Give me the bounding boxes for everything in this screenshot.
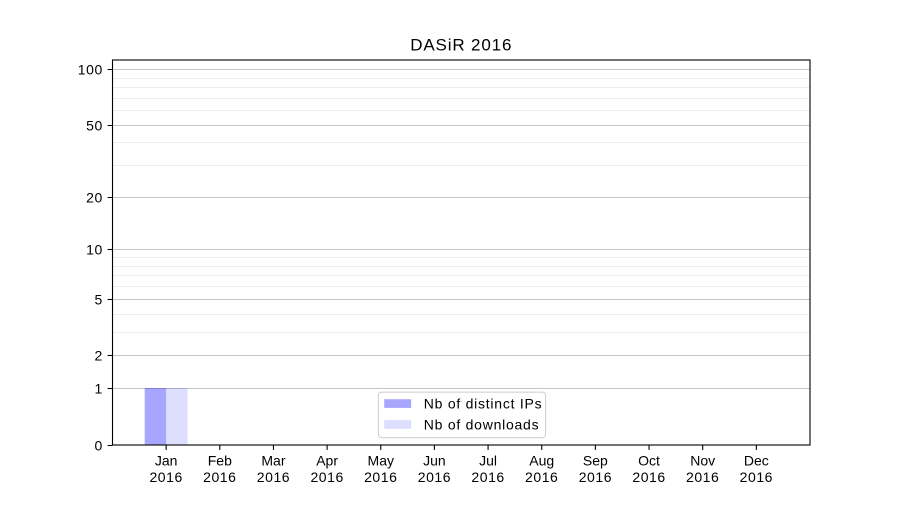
svg-text:2016: 2016	[471, 469, 504, 485]
svg-text:2016: 2016	[203, 469, 236, 485]
svg-text:Nb of downloads: Nb of downloads	[424, 416, 540, 432]
svg-text:2016: 2016	[257, 469, 290, 485]
svg-text:2016: 2016	[632, 469, 665, 485]
svg-text:DASiR 2016: DASiR 2016	[410, 36, 512, 55]
svg-text:50: 50	[86, 118, 103, 134]
svg-text:Nb of distinct IPs: Nb of distinct IPs	[424, 396, 543, 412]
svg-text:100: 100	[78, 62, 103, 78]
svg-text:Apr: Apr	[316, 453, 338, 469]
svg-text:Jul: Jul	[479, 453, 497, 469]
svg-text:2: 2	[94, 348, 102, 364]
svg-text:Dec: Dec	[744, 453, 769, 469]
svg-text:2016: 2016	[418, 469, 451, 485]
svg-text:2016: 2016	[525, 469, 558, 485]
svg-text:20: 20	[86, 190, 103, 206]
svg-text:Aug: Aug	[529, 453, 554, 469]
svg-text:Feb: Feb	[208, 453, 232, 469]
svg-text:Mar: Mar	[261, 453, 285, 469]
svg-text:Oct: Oct	[638, 453, 660, 469]
svg-text:May: May	[368, 453, 394, 469]
svg-text:5: 5	[94, 292, 102, 308]
svg-text:10: 10	[86, 242, 103, 258]
svg-text:2016: 2016	[740, 469, 773, 485]
svg-text:Nov: Nov	[690, 453, 715, 469]
svg-text:2016: 2016	[364, 469, 397, 485]
svg-text:2016: 2016	[686, 469, 719, 485]
svg-text:1: 1	[94, 381, 102, 397]
svg-text:2016: 2016	[310, 469, 343, 485]
svg-text:Jan: Jan	[155, 453, 178, 469]
svg-text:2016: 2016	[579, 469, 612, 485]
svg-text:Sep: Sep	[583, 453, 608, 469]
svg-text:2016: 2016	[149, 469, 182, 485]
svg-text:Jun: Jun	[423, 453, 446, 469]
svg-text:0: 0	[94, 438, 102, 454]
